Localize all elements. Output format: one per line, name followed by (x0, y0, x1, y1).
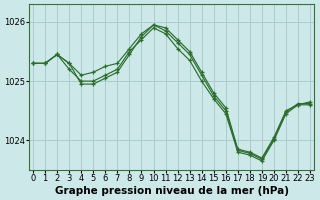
X-axis label: Graphe pression niveau de la mer (hPa): Graphe pression niveau de la mer (hPa) (55, 186, 289, 196)
